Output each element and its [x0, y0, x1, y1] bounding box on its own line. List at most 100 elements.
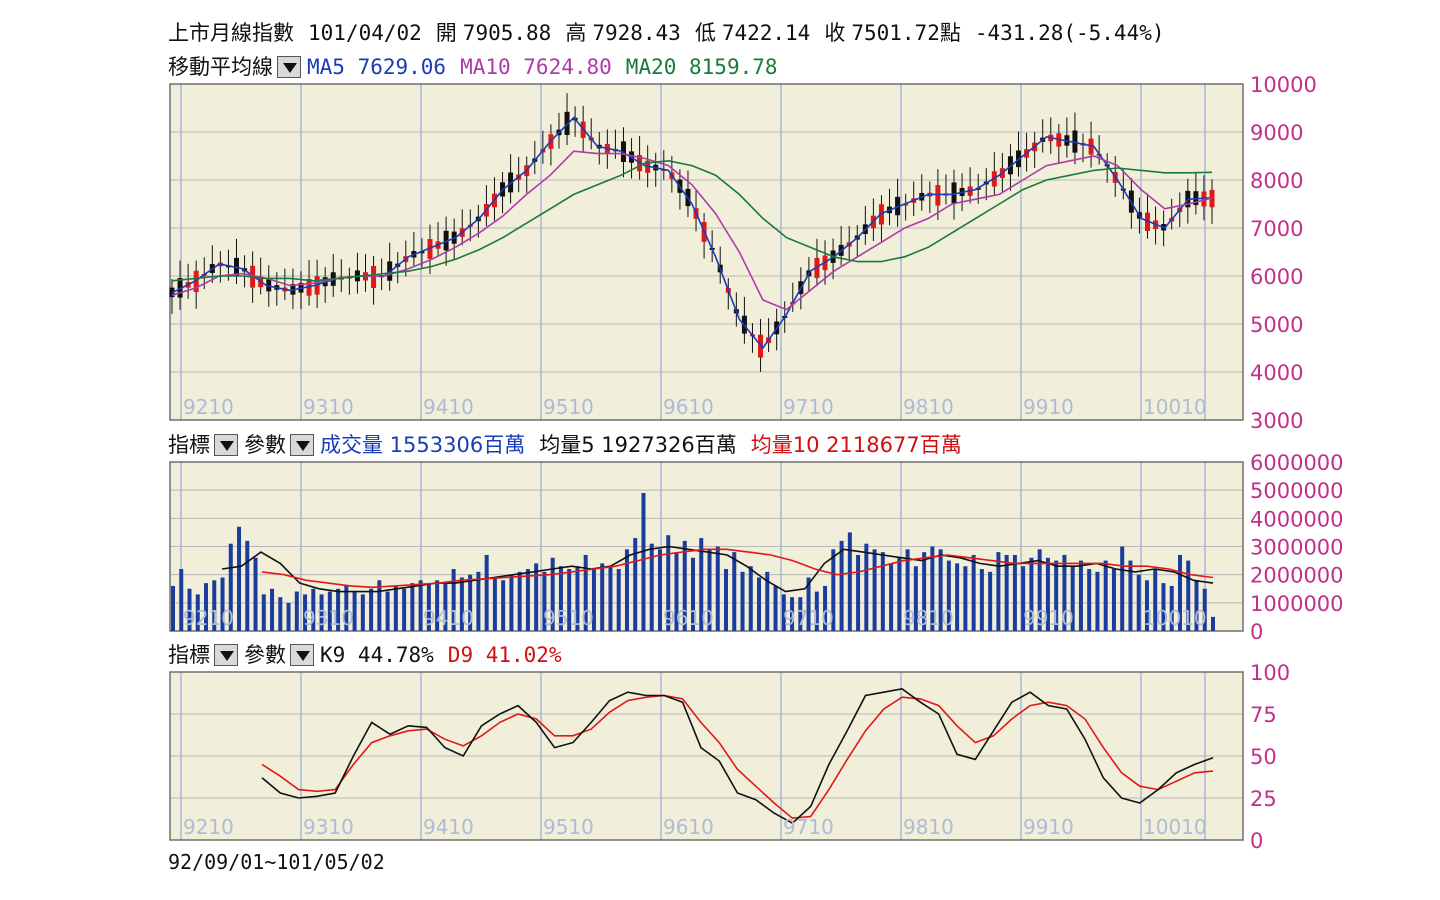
volume-x-tick-label: 9810 [903, 606, 954, 630]
volume-bar [1045, 557, 1050, 631]
volume-bar [220, 577, 225, 631]
volume-bar [369, 588, 374, 631]
kd-y-tick-label: 0 [1250, 829, 1263, 853]
volume-bar [790, 597, 795, 631]
volume-bar [946, 560, 951, 631]
volume-bar [171, 585, 175, 631]
open-label: 開 [435, 21, 457, 45]
kd-y-tick-label: 50 [1250, 745, 1277, 769]
param-dropdown-button[interactable] [290, 644, 314, 666]
volume-bar [1012, 554, 1017, 631]
volume-bar [261, 594, 266, 631]
indicator-dropdown-button[interactable] [214, 644, 238, 666]
volume-bar [641, 492, 646, 631]
close-label: 收 [824, 21, 846, 45]
price-x-tick-label: 9510 [543, 395, 594, 419]
volume-bar [1087, 569, 1092, 631]
volume-bar [979, 569, 984, 631]
volume-bar [988, 571, 993, 631]
volume-bar [1161, 583, 1166, 631]
volume-bar [831, 549, 836, 631]
volume-bar [558, 566, 563, 631]
volume-bar [476, 571, 481, 631]
volume-bar [352, 591, 357, 631]
volume-bar [1120, 546, 1125, 631]
ma10-value: MA10 7624.80 [460, 55, 612, 79]
candle-body [951, 182, 957, 204]
volume-bar [1194, 580, 1199, 631]
price-frame [169, 83, 1244, 421]
volume-bar [1211, 616, 1215, 631]
ma-dropdown-button[interactable] [277, 56, 301, 78]
kd-x-tick-label: 9910 [1023, 815, 1074, 839]
volume-bar [509, 574, 514, 631]
volume-bar [1062, 554, 1067, 631]
volume-bar [385, 591, 390, 631]
volume-bar [1004, 554, 1009, 631]
volume-bar [278, 597, 283, 631]
volume-y-tick-label: 0 [1250, 620, 1263, 644]
price-y-tick-label: 9000 [1250, 121, 1303, 145]
param-dropdown-button[interactable] [290, 434, 314, 456]
volume-bar [294, 591, 299, 631]
ma20-line [171, 159, 1213, 282]
price-x-tick-label: 9910 [1023, 395, 1074, 419]
volume-bar [303, 594, 308, 631]
candle-body [427, 239, 433, 259]
candle-body [419, 251, 425, 254]
volume-bar [814, 591, 819, 631]
volume-bar [856, 554, 861, 631]
volume-bar [955, 563, 960, 631]
candle-body [935, 185, 941, 206]
volume-bar [608, 566, 613, 631]
kd-x-tick-label: 9810 [903, 815, 954, 839]
candle-body [903, 203, 909, 206]
volume-bar [682, 540, 687, 631]
param-label: 參數 [244, 433, 286, 457]
volume-x-tick-label: 10010 [1143, 606, 1207, 630]
volume-x-tick-label: 9410 [423, 606, 474, 630]
candle-body [314, 276, 320, 295]
kd-x-tick-label: 10010 [1143, 815, 1207, 839]
k9-line [261, 687, 1214, 825]
volume-bar [971, 554, 976, 631]
low-label: 低 [694, 21, 716, 45]
volume-bar [360, 594, 365, 631]
volume-bar [286, 602, 291, 631]
avg10-value: 均量10 2118677百萬 [750, 433, 962, 457]
volume-bar [724, 569, 729, 631]
price-y-tick-label: 7000 [1250, 217, 1303, 241]
price-y-tick-label: 8000 [1250, 169, 1303, 193]
volume-bar [517, 571, 522, 631]
indicator-dropdown-button[interactable] [214, 434, 238, 456]
volume-bar [195, 594, 200, 631]
price-x-tick-label: 9410 [423, 395, 474, 419]
avg5-value: 均量5 1927326百萬 [539, 433, 737, 457]
high-value: 7928.43 [592, 21, 681, 45]
price-x-tick-label: 9710 [783, 395, 834, 419]
volume-bar [402, 588, 407, 631]
d9-value: D9 41.02% [447, 643, 562, 667]
volume-bar [674, 552, 679, 631]
volume-bar [228, 543, 233, 631]
volume-bar [484, 554, 489, 631]
volume-bar [1136, 574, 1141, 631]
volume-bar [765, 571, 770, 631]
indicator-label: 指標 [168, 433, 210, 457]
volume-y-tick-label: 3000000 [1250, 536, 1344, 560]
volume-bar [459, 577, 464, 631]
volume-bar [930, 546, 935, 631]
low-value: 7422.14 [721, 21, 811, 45]
volume-bar [781, 594, 786, 631]
volume-bar [996, 552, 1001, 631]
volume-x-tick-label: 9210 [183, 606, 234, 630]
volume-bar [492, 577, 497, 631]
volume-bar [1128, 560, 1133, 631]
volume-bar [253, 557, 258, 631]
volume-bar [377, 580, 382, 631]
volume-y-tick-label: 1000000 [1250, 592, 1344, 616]
volume-bar [880, 552, 885, 631]
volume-bar [913, 566, 918, 631]
volume-avg10-line [261, 548, 1214, 589]
volume-x-tick-label: 9710 [783, 606, 834, 630]
